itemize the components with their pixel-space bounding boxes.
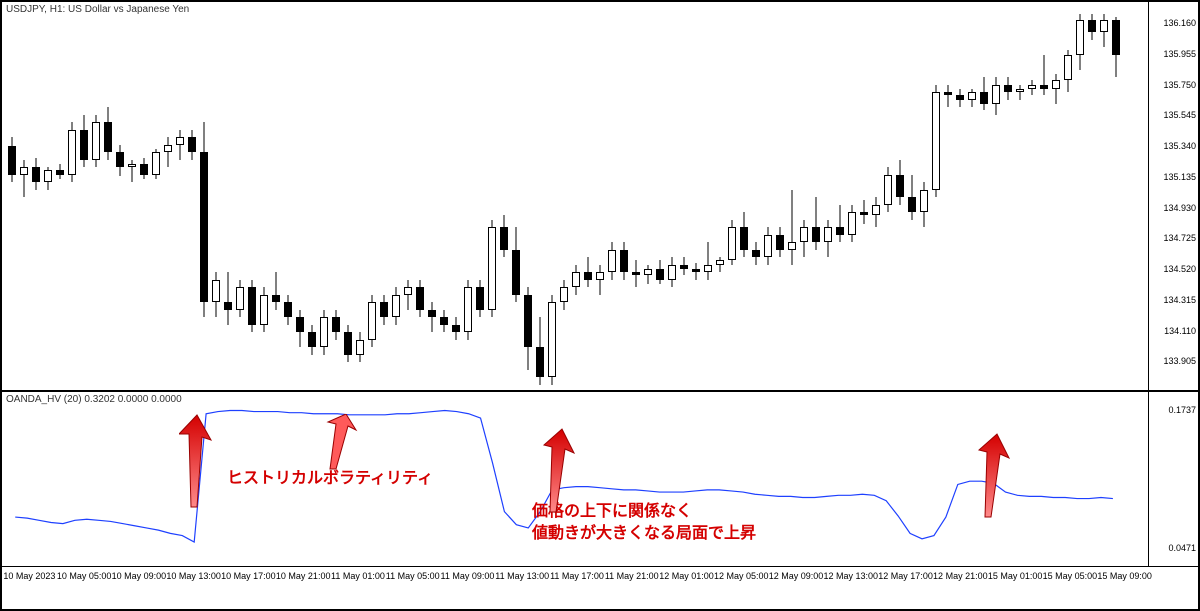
time-axis-tick: 11 May 05:00 [386, 571, 440, 581]
arrow-icon-3 [542, 427, 582, 517]
time-axis-tick: 11 May 17:00 [550, 571, 604, 581]
indicator-y-tick: 0.1737 [1168, 405, 1196, 415]
price-y-tick: 133.905 [1163, 356, 1196, 366]
price-y-tick: 134.315 [1163, 295, 1196, 305]
time-axis-tick: 12 May 13:00 [824, 571, 879, 581]
time-axis-tick: 11 May 21:00 [605, 571, 659, 581]
time-axis-tick: 15 May 09:00 [1097, 571, 1152, 581]
price-y-tick: 134.110 [1164, 326, 1196, 336]
annotation-note-line2: 値動きが大きくなる局面で上昇 [532, 519, 756, 543]
time-axis-tick: 10 May 05:00 [57, 571, 112, 581]
time-axis-tick: 12 May 01:00 [659, 571, 714, 581]
indicator-panel[interactable]: OANDA_HV (20) 0.3202 0.0000 0.0000 ヒストリカ… [2, 392, 1198, 567]
time-axis-tick: 12 May 05:00 [714, 571, 769, 581]
price-y-tick: 135.955 [1163, 49, 1196, 59]
price-y-tick: 135.135 [1163, 172, 1196, 182]
arrow-icon-4 [977, 432, 1017, 522]
price-y-tick: 134.930 [1163, 203, 1196, 213]
price-y-tick: 134.520 [1163, 264, 1196, 274]
indicator-y-tick: 0.0471 [1168, 543, 1196, 553]
price-panel-title: USDJPY, H1: US Dollar vs Japanese Yen [6, 4, 189, 15]
time-axis-tick: 12 May 17:00 [878, 571, 933, 581]
time-axis-tick: 11 May 09:00 [441, 571, 495, 581]
price-y-axis: 136.160 135.955 135.750 135.545 135.340 135.1… [1148, 2, 1198, 390]
time-axis-tick: 10 May 17:00 [221, 571, 276, 581]
time-axis-tick: 10 May 09:00 [112, 571, 167, 581]
time-axis-tick: 12 May 21:00 [933, 571, 988, 581]
time-axis-tick: 11 May 01:00 [331, 571, 385, 581]
indicator-y-axis: 0.1737 0.0471 [1148, 392, 1198, 566]
indicator-panel-title: OANDA_HV (20) 0.3202 0.0000 0.0000 [6, 394, 182, 405]
indicator-plot-area[interactable]: ヒストリカルボラティリティ 価格の上下に関係なく 値動きが大きくなる局面で上昇 [2, 392, 1148, 566]
arrow-icon-1 [179, 412, 219, 512]
price-y-tick: 135.750 [1163, 80, 1196, 90]
price-plot-area[interactable] [2, 2, 1148, 390]
chart-container: USDJPY, H1: US Dollar vs Japanese Yen 13… [0, 0, 1200, 611]
arrow-icon-2 [322, 414, 362, 474]
time-axis-tick: 15 May 05:00 [1043, 571, 1098, 581]
price-panel[interactable]: USDJPY, H1: US Dollar vs Japanese Yen 13… [2, 2, 1198, 392]
time-axis-tick: 12 May 09:00 [769, 571, 824, 581]
price-y-tick: 136.160 [1163, 18, 1196, 28]
time-axis-tick: 11 May 13:00 [495, 571, 549, 581]
price-y-tick: 134.725 [1163, 233, 1196, 243]
time-axis-tick: 10 May 2023 [3, 571, 55, 581]
time-axis-tick: 10 May 21:00 [276, 571, 331, 581]
time-axis-tick: 10 May 13:00 [166, 571, 221, 581]
price-y-tick: 135.340 [1163, 141, 1196, 151]
price-y-tick: 135.545 [1163, 110, 1196, 120]
time-axis: 10 May 202310 May 05:0010 May 09:0010 Ma… [2, 567, 1198, 607]
time-axis-tick: 15 May 01:00 [988, 571, 1043, 581]
